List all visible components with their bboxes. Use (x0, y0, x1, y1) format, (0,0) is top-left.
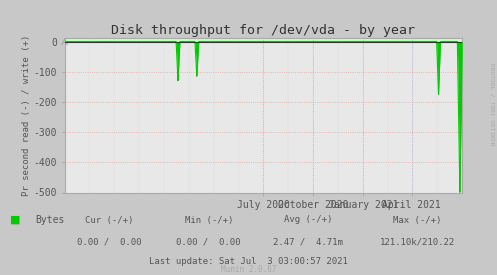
Text: 121.10k/210.22: 121.10k/210.22 (380, 238, 455, 246)
Text: 0.00 /  0.00: 0.00 / 0.00 (77, 238, 142, 246)
Y-axis label: Pr second read (-) / write (+): Pr second read (-) / write (+) (22, 35, 31, 196)
Title: Disk throughput for /dev/vda - by year: Disk throughput for /dev/vda - by year (111, 24, 415, 37)
Text: Munin 2.0.67: Munin 2.0.67 (221, 265, 276, 274)
Text: Min (-/+): Min (-/+) (184, 216, 233, 224)
Text: Last update: Sat Jul  3 03:00:57 2021: Last update: Sat Jul 3 03:00:57 2021 (149, 257, 348, 266)
Text: RRDTOOL / TOBI OETIKER: RRDTOOL / TOBI OETIKER (490, 63, 495, 146)
Text: 0.00 /  0.00: 0.00 / 0.00 (176, 238, 241, 246)
Text: Cur (-/+): Cur (-/+) (85, 216, 134, 224)
Text: Avg (-/+): Avg (-/+) (284, 216, 332, 224)
Text: Bytes: Bytes (35, 215, 64, 225)
Text: 2.47 /  4.71m: 2.47 / 4.71m (273, 238, 343, 246)
Text: Max (-/+): Max (-/+) (393, 216, 442, 224)
Text: ■: ■ (10, 215, 20, 225)
